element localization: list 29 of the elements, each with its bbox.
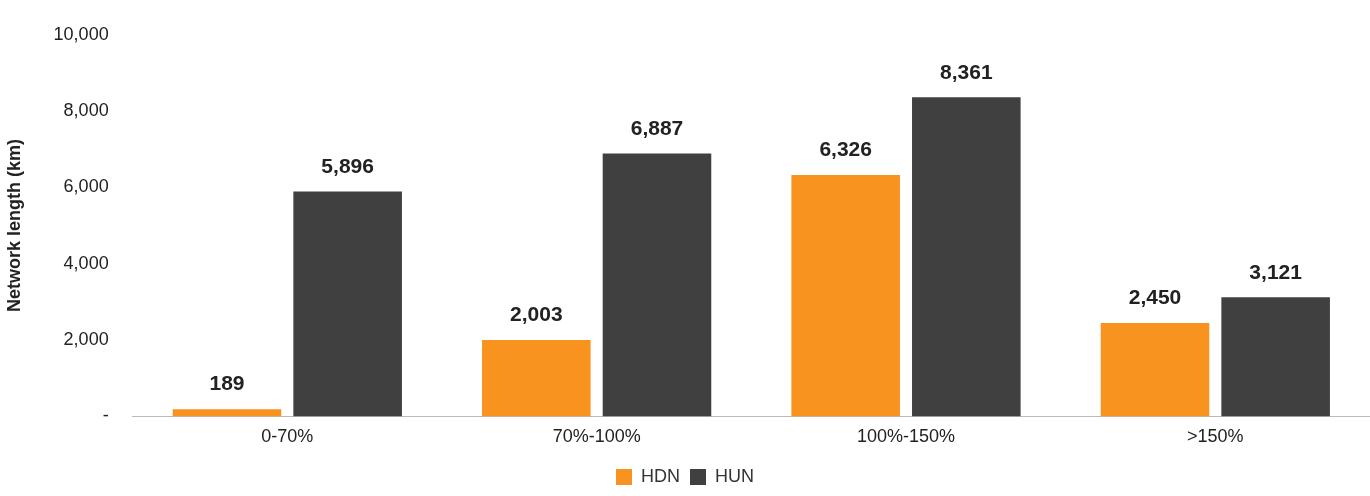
bar bbox=[602, 153, 712, 417]
y-tick-label: 8,000 bbox=[63, 100, 109, 121]
y-tick-label: 4,000 bbox=[63, 252, 109, 273]
y-tick-label: - bbox=[102, 405, 109, 426]
y-axis-title: Network length (km) bbox=[3, 139, 24, 313]
data-label: 189 bbox=[209, 371, 245, 395]
data-label: 2,003 bbox=[510, 302, 563, 326]
bar bbox=[1100, 322, 1210, 417]
bar bbox=[791, 175, 900, 417]
y-tick-label: 2,000 bbox=[63, 329, 109, 350]
data-label: 6,887 bbox=[630, 115, 684, 139]
x-tick-label: 70%-100% bbox=[552, 426, 641, 447]
bar bbox=[1221, 297, 1330, 417]
x-tick-label: 100%-150% bbox=[856, 426, 956, 447]
bar bbox=[482, 339, 591, 417]
data-label: 3,121 bbox=[1249, 259, 1303, 283]
data-label: 5,896 bbox=[321, 153, 374, 177]
y-tick-label: 10,000 bbox=[53, 23, 109, 44]
legend-label: HDN bbox=[641, 465, 680, 486]
y-tick-label: 6,000 bbox=[63, 176, 109, 197]
data-label: 6,326 bbox=[819, 137, 872, 161]
data-label: 8,361 bbox=[940, 59, 993, 83]
bar bbox=[912, 97, 1021, 417]
legend-label: HUN bbox=[715, 465, 754, 486]
x-tick-label: 0-70% bbox=[261, 426, 314, 447]
x-tick-label: >150% bbox=[1187, 426, 1244, 447]
bar bbox=[172, 409, 282, 417]
bar bbox=[293, 191, 402, 417]
data-label: 2,450 bbox=[1128, 285, 1182, 309]
